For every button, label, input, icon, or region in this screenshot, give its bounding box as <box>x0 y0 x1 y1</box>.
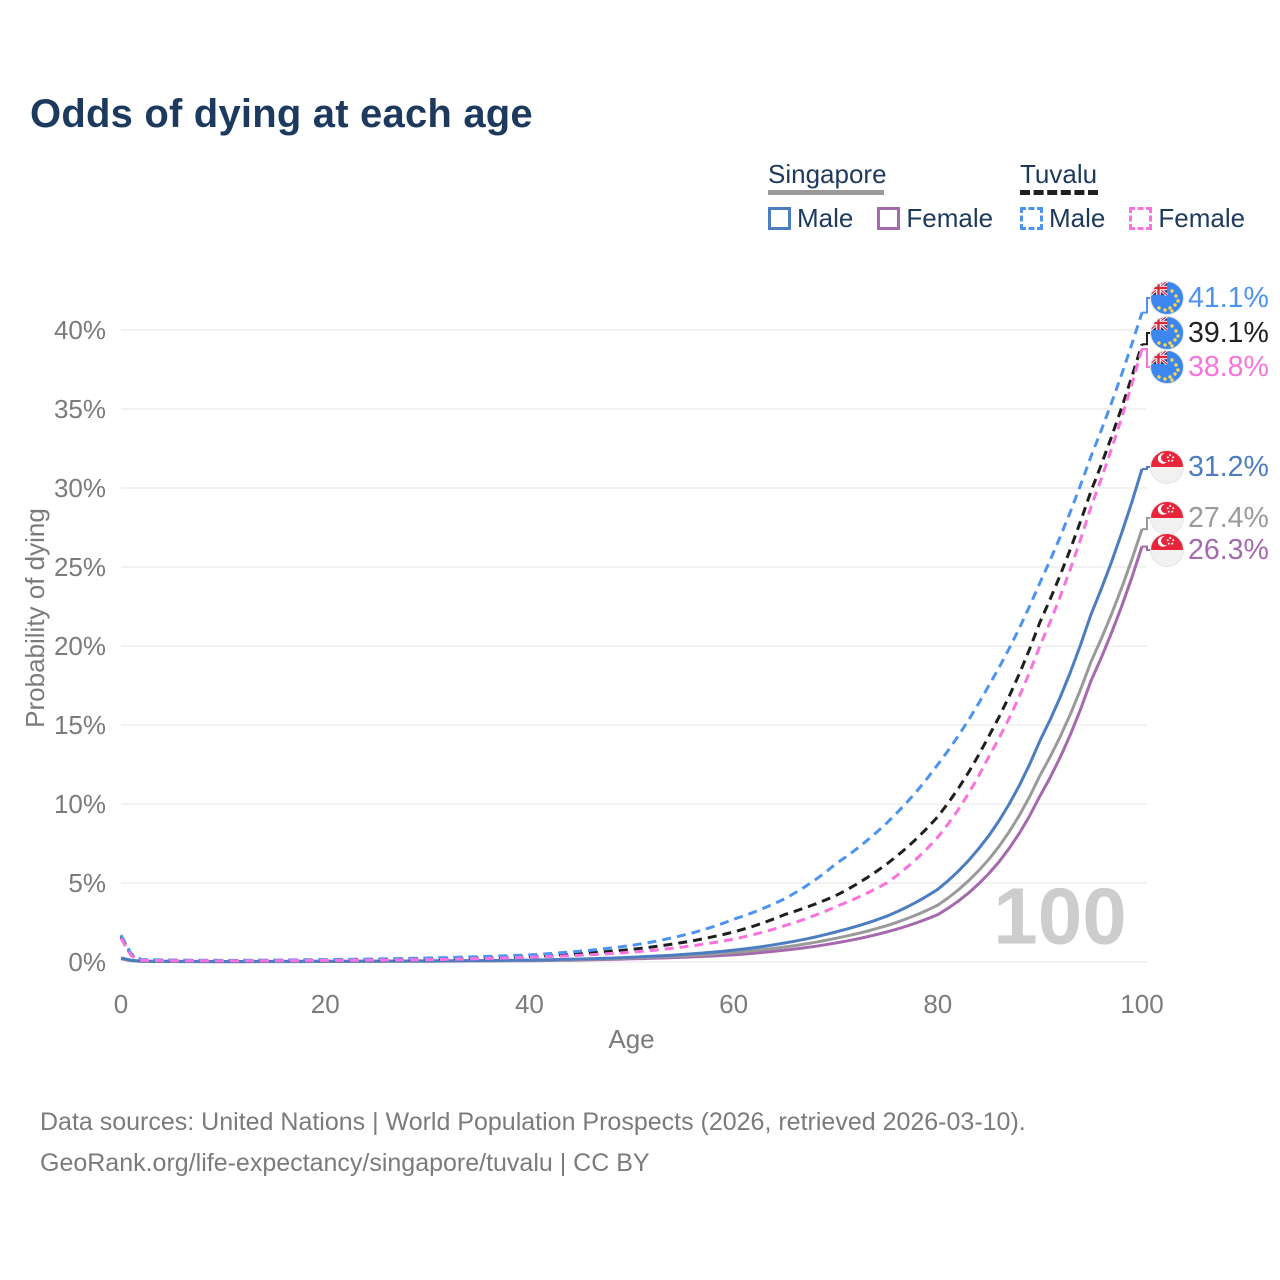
series-line-tuvalu-total[interactable] <box>119 343 1144 963</box>
x-tick-label: 40 <box>515 989 544 1019</box>
line-chart: 0% 5% 10% 15% 20% 25% 30% 35% 40% 0 20 40 60 80 100 Age… <box>20 281 1269 1054</box>
series-line-tuvalu-male[interactable] <box>119 312 1144 962</box>
x-tick-label: 20 <box>311 989 340 1019</box>
x-tick-label: 60 <box>719 989 748 1019</box>
flag-icon-singapore <box>1150 450 1184 484</box>
end-label-singapore-male: 31.2% <box>1188 451 1269 483</box>
label-connector-singapore-female <box>1142 545 1150 551</box>
y-tick-label: 25% <box>54 552 106 582</box>
flag-icon-tuvalu <box>1150 316 1184 350</box>
flag-ring <box>1150 316 1184 350</box>
flag-ring <box>1150 281 1184 315</box>
x-tick-label: 100 <box>1120 989 1163 1019</box>
end-label-singapore-female: 26.3% <box>1188 534 1269 566</box>
flag-icon-singapore <box>1150 533 1184 567</box>
label-connector-tuvalu-male <box>1142 297 1150 314</box>
y-tick-label: 5% <box>68 868 106 898</box>
flag-icon-tuvalu <box>1150 350 1184 384</box>
age-watermark: 100 <box>993 872 1126 961</box>
flag-ring <box>1150 350 1184 384</box>
label-connector-singapore-male <box>1142 466 1150 470</box>
label-connector-singapore-total <box>1142 517 1150 531</box>
y-tick-label: 20% <box>54 631 106 661</box>
footer-license-line: GeoRank.org/life-expectancy/singapore/tu… <box>40 1149 650 1177</box>
flag-icon-singapore <box>1150 501 1184 535</box>
footer-source-line: Data sources: United Nations | World Pop… <box>40 1108 1026 1136</box>
x-tick-label: 80 <box>923 989 952 1019</box>
y-tick-label: 0% <box>68 947 106 977</box>
y-tick-label: 15% <box>54 710 106 740</box>
flag-ring <box>1150 533 1184 567</box>
legend-label-tuvalu-male[interactable]: Male <box>1049 203 1106 233</box>
y-tick-label: 10% <box>54 789 106 819</box>
end-label-tuvalu-female: 38.8% <box>1188 351 1269 383</box>
legend-label-singapore-male[interactable]: Male <box>797 203 854 233</box>
legend-group-title-tuvalu: Tuvalu <box>1020 159 1098 189</box>
label-connector-tuvalu-female <box>1142 348 1150 368</box>
y-tick-label: 35% <box>54 394 106 424</box>
legend-underline-tuvalu <box>1020 190 1098 195</box>
series-line-singapore-male[interactable] <box>120 468 1144 963</box>
legend-group-singapore: Singapore Male Female <box>768 160 1017 234</box>
legend-swatch-tuvalu-male[interactable] <box>1020 207 1043 230</box>
flag-ring <box>1150 450 1184 484</box>
legend-underline-singapore <box>768 190 884 195</box>
y-tick-label: 40% <box>54 315 106 345</box>
end-label-tuvalu-total: 39.1% <box>1188 317 1269 349</box>
legend-swatch-singapore-male[interactable] <box>768 207 791 230</box>
legend-label-singapore-female[interactable]: Female <box>906 203 994 233</box>
series-line-singapore-total[interactable] <box>120 528 1144 963</box>
x-tick-label: 0 <box>114 989 128 1019</box>
page-title: Odds of dying at each age <box>30 92 533 136</box>
end-label-tuvalu-male: 41.1% <box>1188 282 1269 314</box>
series-line-tuvalu-female[interactable] <box>119 348 1144 963</box>
y-tick-label: 30% <box>54 473 106 503</box>
legend-group-title-singapore: Singapore <box>768 159 887 189</box>
legend-swatch-tuvalu-female[interactable] <box>1129 207 1153 230</box>
label-connector-tuvalu-total <box>1142 332 1150 346</box>
y-axis-title: Probability of dying <box>20 508 50 728</box>
legend-swatch-singapore-female[interactable] <box>877 207 901 230</box>
series-line-singapore-female[interactable] <box>120 546 1144 964</box>
flag-icon-tuvalu <box>1150 281 1184 315</box>
end-label-singapore-total: 27.4% <box>1188 502 1269 534</box>
x-axis-title: Age <box>608 1024 654 1054</box>
legend-label-tuvalu-female[interactable]: Female <box>1158 203 1246 233</box>
legend-group-tuvalu: Tuvalu Male Female <box>1020 160 1269 234</box>
